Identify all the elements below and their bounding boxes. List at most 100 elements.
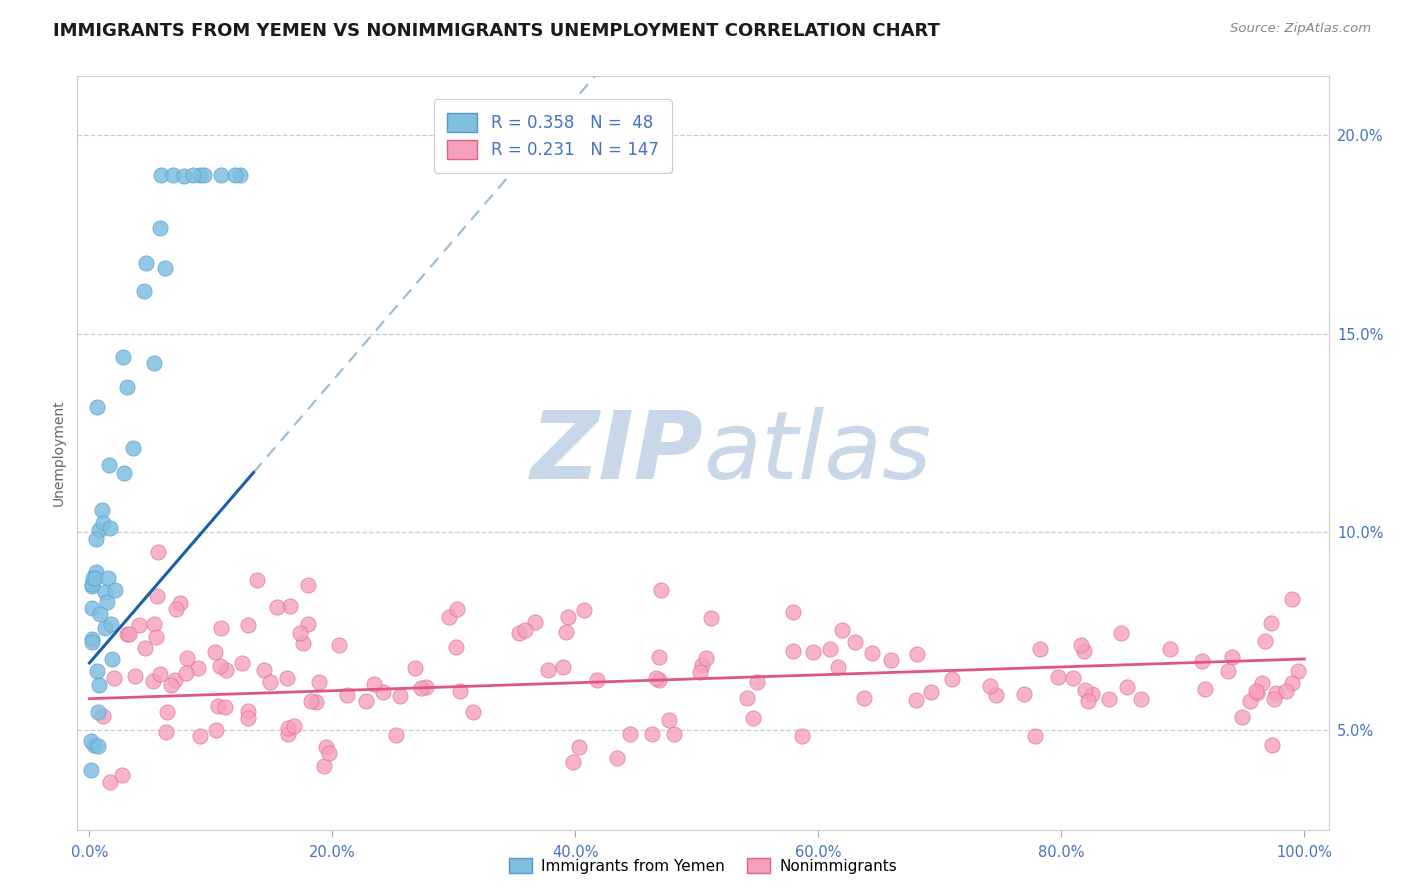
Point <box>209 168 232 182</box>
Point <box>658 713 681 727</box>
Point <box>1130 691 1153 706</box>
Point <box>86 400 108 414</box>
Text: IMMIGRANTS FROM YEMEN VS NONIMMIGRANTS UNEMPLOYMENT CORRELATION CHART: IMMIGRANTS FROM YEMEN VS NONIMMIGRANTS U… <box>53 22 941 40</box>
Point <box>735 691 758 706</box>
Point <box>266 600 288 615</box>
Point <box>606 751 628 765</box>
Point <box>792 729 814 743</box>
Point <box>782 644 804 658</box>
Point <box>97 571 120 585</box>
Point <box>215 663 238 677</box>
Point <box>134 284 156 298</box>
Point <box>98 775 121 789</box>
Y-axis label: Unemployment: Unemployment <box>52 400 66 506</box>
Point <box>224 168 246 182</box>
Point <box>312 759 335 773</box>
Point <box>174 665 197 680</box>
Point <box>820 641 842 656</box>
Point <box>118 627 141 641</box>
Point <box>700 611 723 625</box>
Point <box>853 691 876 706</box>
Point <box>188 729 211 743</box>
Point <box>1070 638 1092 652</box>
Point <box>782 605 804 619</box>
Point <box>143 616 166 631</box>
Point <box>1281 675 1303 690</box>
Point <box>169 596 191 610</box>
Point <box>1275 683 1298 698</box>
Point <box>101 652 124 666</box>
Point <box>1244 683 1267 698</box>
Point <box>98 521 121 535</box>
Point <box>905 648 928 662</box>
Point <box>82 601 104 615</box>
Point <box>277 727 299 741</box>
Point <box>299 694 322 708</box>
Point <box>111 351 134 365</box>
Point <box>84 532 107 546</box>
Point <box>747 675 769 690</box>
Point <box>318 747 340 761</box>
Point <box>82 577 104 591</box>
Point <box>96 595 118 609</box>
Point <box>173 169 195 183</box>
Point <box>94 585 117 599</box>
Point <box>82 571 104 585</box>
Point <box>741 710 763 724</box>
Point <box>648 650 671 665</box>
Point <box>259 675 281 690</box>
Point <box>207 698 229 713</box>
Point <box>363 676 385 690</box>
Point <box>297 617 319 632</box>
Point <box>149 221 172 235</box>
Point <box>87 678 110 692</box>
Point <box>562 755 585 769</box>
Point <box>209 621 232 635</box>
Point <box>165 602 187 616</box>
Point <box>228 168 250 182</box>
Point <box>1046 669 1069 683</box>
Point <box>84 566 107 580</box>
Point <box>1230 710 1253 724</box>
Point <box>984 689 1007 703</box>
Point <box>1191 654 1213 668</box>
Point <box>145 630 167 644</box>
Point <box>155 260 177 275</box>
Point <box>1109 625 1132 640</box>
Point <box>188 168 211 182</box>
Point <box>205 723 228 738</box>
Point <box>115 627 138 641</box>
Point <box>291 636 314 650</box>
Point <box>104 582 127 597</box>
Point <box>231 656 253 670</box>
Point <box>641 727 664 741</box>
Point <box>277 721 299 735</box>
Point <box>146 545 169 559</box>
Point <box>236 704 259 718</box>
Point <box>1012 687 1035 701</box>
Point <box>415 680 437 694</box>
Point <box>87 523 110 537</box>
Point <box>156 706 179 720</box>
Point <box>80 632 103 646</box>
Point <box>1098 691 1121 706</box>
Point <box>1239 694 1261 708</box>
Point <box>619 727 641 741</box>
Point <box>80 734 103 748</box>
Point <box>508 625 530 640</box>
Point <box>135 256 157 270</box>
Point <box>1286 664 1309 678</box>
Point <box>91 502 114 516</box>
Point <box>115 379 138 393</box>
Point <box>537 663 560 677</box>
Point <box>297 578 319 592</box>
Point <box>446 601 468 615</box>
Point <box>692 657 714 672</box>
Point <box>1260 615 1282 630</box>
Point <box>1116 681 1139 695</box>
Point <box>1077 694 1099 708</box>
Point <box>276 671 298 685</box>
Text: Source: ZipAtlas.com: Source: ZipAtlas.com <box>1230 22 1371 36</box>
Point <box>336 689 359 703</box>
Point <box>204 645 226 659</box>
